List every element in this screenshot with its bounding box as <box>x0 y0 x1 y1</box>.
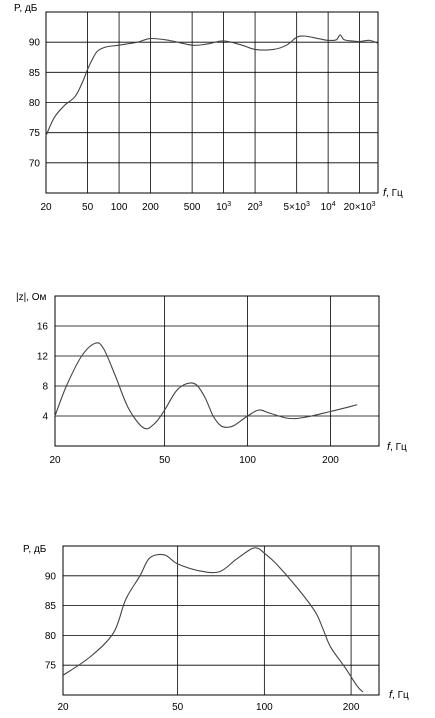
x-tick-label: 200 <box>142 202 159 213</box>
y-tick-label: 12 <box>37 352 49 363</box>
x-tick-label: 20 <box>57 702 69 713</box>
y-axis-label: P, дБ <box>14 3 38 14</box>
x-tick-label: 5×103 <box>283 201 310 213</box>
x-tick-label: 200 <box>322 455 339 466</box>
x-tick-label: 50 <box>172 702 184 713</box>
plot-frame <box>54 295 380 447</box>
y-tick-label: 4 <box>42 412 48 423</box>
x-tick-label: 20 <box>40 202 52 213</box>
x-tick-label: 100 <box>239 455 256 466</box>
x-tick-label: 104 <box>321 201 336 213</box>
y-tick-label: 85 <box>45 601 57 612</box>
y-tick-label: 75 <box>45 661 57 672</box>
x-tick-label: 20 <box>49 455 61 466</box>
series-line <box>62 547 364 693</box>
y-axis-label: |z|, Ом <box>16 292 47 303</box>
y-tick-label: 85 <box>29 68 41 79</box>
chart-spl-full-range: 20 50 100 200 500 103 203 5×103 104 20×103 70 75 80 8… <box>14 3 403 213</box>
x-tick-label: 500 <box>184 202 201 213</box>
plot-frame <box>45 11 379 194</box>
x-tick-label: 20×103 <box>344 201 376 213</box>
x-axis-label: f, Гц <box>383 187 403 199</box>
y-tick-label: 90 <box>29 38 41 49</box>
x-tick-label: 200 <box>343 702 360 713</box>
y-tick-label: 8 <box>42 382 48 393</box>
x-tick-label: 100 <box>256 702 273 713</box>
y-axis-label: P, дБ <box>23 544 47 555</box>
x-tick-label: 203 <box>248 201 263 213</box>
plot-frame <box>62 545 380 696</box>
x-axis-label: f, Гц <box>389 689 409 701</box>
y-tick-label: 90 <box>45 571 57 582</box>
y-tick-label: 75 <box>29 128 41 139</box>
chart-impedance: 20 50 100 200 4 8 12 16 |z|, Ом f, Гц <box>16 292 407 466</box>
x-tick-label: 100 <box>111 202 128 213</box>
y-tick-label: 16 <box>37 322 49 333</box>
y-tick-label: 80 <box>29 98 41 109</box>
y-tick-label: 80 <box>45 631 57 642</box>
series-line <box>54 342 358 430</box>
y-tick-label: 70 <box>29 158 41 169</box>
x-tick-label: 103 <box>216 201 231 213</box>
chart-spl-low-range: 20 50 100 200 75 80 85 90 P, дБ f, Гц <box>23 544 409 713</box>
x-tick-label: 50 <box>82 202 94 213</box>
x-tick-label: 50 <box>159 455 171 466</box>
series-line <box>45 34 379 136</box>
x-axis-label: f, Гц <box>387 441 407 453</box>
